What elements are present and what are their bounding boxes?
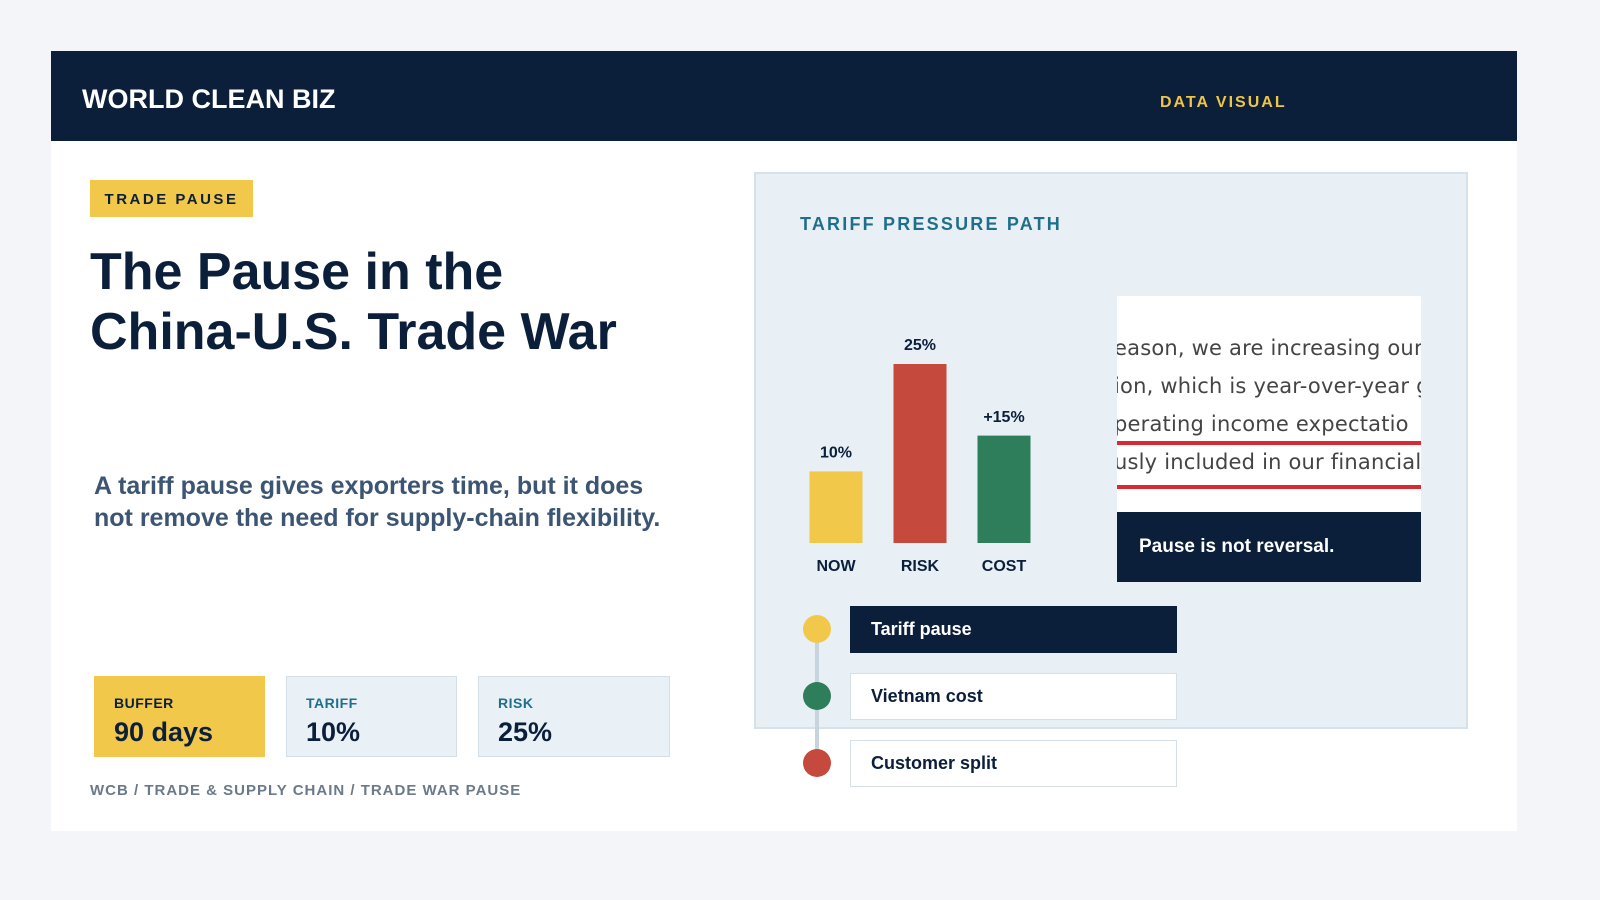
stat-card: RISK 25% — [478, 676, 670, 757]
stat-label: RISK — [498, 695, 534, 711]
timeline-step: Vietnam cost — [850, 673, 1177, 720]
category-label: COST — [982, 558, 1027, 575]
stat-value: 10% — [306, 717, 361, 747]
stat-card: TARIFF 10% — [286, 676, 457, 757]
stat-label: TARIFF — [306, 695, 358, 711]
timeline-step: Tariff pause — [850, 606, 1177, 653]
stat-value: 25% — [498, 717, 553, 747]
category-label: NOW — [816, 558, 856, 575]
timeline-dot — [803, 615, 831, 643]
excerpt-line: usly included in our financial — [1117, 450, 1421, 474]
tag: TRADE PAUSE — [90, 180, 253, 217]
header-bar — [51, 51, 1517, 141]
timeline-dot — [803, 749, 831, 777]
headline-line: China-U.S. Trade War — [90, 303, 617, 361]
timeline-step: Customer split — [850, 740, 1177, 787]
category-label: RISK — [901, 558, 940, 575]
timeline-dot — [803, 682, 831, 710]
excerpt-line: eason, we are increasing our — [1117, 336, 1421, 360]
chart-title: TARIFF PRESSURE PATH — [800, 214, 1062, 234]
underline — [1117, 441, 1421, 445]
excerpt-image: eason, we are increasing our ion, which … — [1117, 296, 1421, 512]
headline-line: The Pause in the — [90, 243, 504, 301]
value-label: +15% — [983, 409, 1024, 426]
underline — [1117, 485, 1421, 489]
value-label: 25% — [904, 337, 936, 354]
bar — [977, 435, 1031, 543]
stat-value: 90 days — [114, 717, 214, 747]
stat-label: BUFFER — [114, 695, 174, 711]
excerpt-line: perating income expectatio — [1117, 412, 1409, 436]
value-label: 10% — [820, 445, 852, 462]
breadcrumb: WCB / TRADE & SUPPLY CHAIN / TRADE WAR P… — [90, 782, 522, 799]
excerpt-line: ion, which is year-over-year g — [1117, 374, 1421, 398]
summary: A tariff pause gives exporters time, but… — [94, 472, 661, 532]
bar — [893, 364, 947, 543]
excerpt-caption: Pause is not reversal. — [1117, 512, 1421, 582]
headline: The Pause in the China-U.S. Trade War — [90, 242, 617, 362]
brand: WORLD CLEAN BIZ — [82, 84, 336, 114]
chart: TARIFF PRESSURE PATH 10% NOW 25% RISK +15% CO… — [800, 214, 1062, 575]
bar — [809, 471, 863, 543]
section-label: DATA VISUAL — [1160, 94, 1287, 111]
stat-card: BUFFER 90 days — [94, 676, 265, 757]
